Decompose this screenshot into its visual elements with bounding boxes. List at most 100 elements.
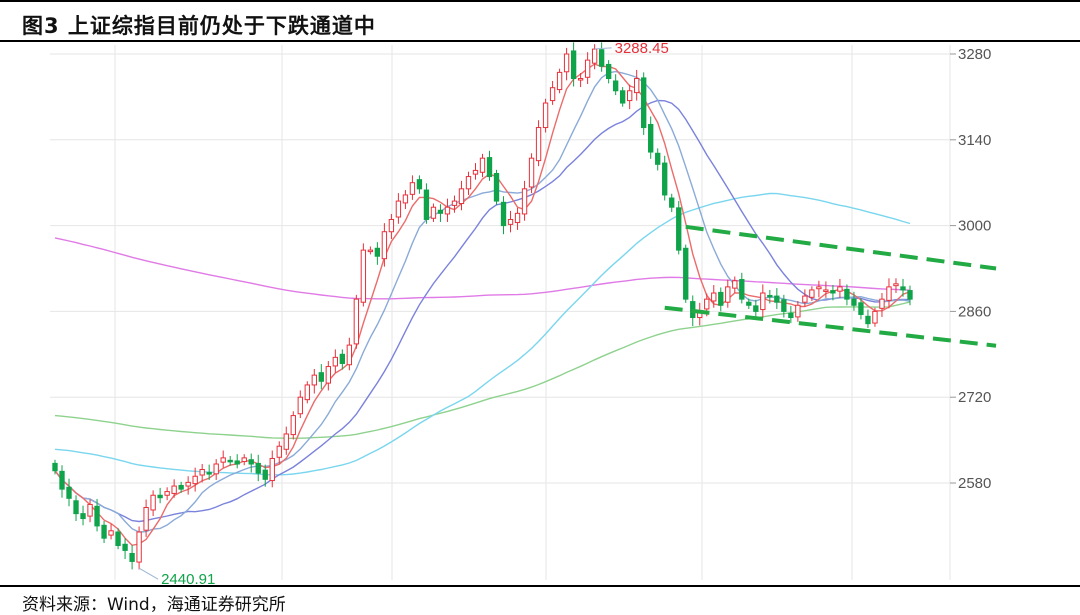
candle-body — [206, 472, 212, 475]
candle — [388, 213, 395, 240]
candle — [549, 80, 556, 105]
candle-body — [311, 374, 317, 386]
candle-body — [570, 50, 577, 80]
candle — [360, 243, 367, 307]
candle-body — [753, 305, 759, 312]
candle — [262, 464, 268, 487]
candle — [816, 280, 822, 298]
candle-body — [500, 201, 507, 227]
candle-body — [360, 249, 367, 303]
candle — [66, 478, 72, 507]
y-tick-label: 2580 — [958, 475, 991, 492]
y-tick-label: 3000 — [958, 218, 991, 235]
candle-body — [865, 315, 871, 325]
candle-body — [711, 292, 717, 302]
candle-body — [619, 90, 626, 104]
candle-body — [178, 484, 184, 490]
candle — [795, 300, 801, 322]
candle-body — [430, 206, 437, 219]
candle — [514, 207, 521, 230]
candle — [241, 454, 247, 466]
candle — [311, 369, 317, 394]
y-tick-label: 2860 — [958, 303, 991, 320]
candle — [605, 60, 612, 84]
candle — [136, 526, 142, 570]
candle — [353, 294, 360, 349]
candle-body — [830, 290, 836, 294]
candle-body — [683, 247, 689, 300]
y-axis: 3280 3140 3000 2860 2720 2580 — [950, 46, 991, 492]
candle — [556, 68, 563, 94]
candle-body — [66, 486, 72, 499]
candle — [584, 52, 591, 85]
candle — [676, 201, 682, 255]
candle — [192, 467, 198, 492]
candle-body — [493, 173, 500, 202]
candle-body — [465, 176, 472, 190]
candle — [290, 411, 296, 440]
candle — [732, 276, 738, 294]
candle — [409, 175, 416, 200]
candle — [837, 278, 843, 298]
candle-body — [535, 127, 542, 162]
candle-body — [634, 78, 640, 94]
candle-body — [255, 462, 261, 474]
candle-body — [374, 247, 381, 257]
candle-body — [444, 206, 451, 215]
candle — [697, 302, 703, 326]
candle — [248, 453, 254, 473]
candle-body — [318, 372, 324, 382]
candle — [662, 155, 668, 201]
candle — [416, 175, 423, 194]
candle-body — [528, 157, 535, 188]
candlestick-chart: 3288.45 2440.91 3280 3140 3000 2860 2720 2580 — [50, 42, 997, 585]
candle-body — [451, 200, 458, 206]
candle — [767, 289, 773, 304]
candle — [528, 153, 535, 194]
candle-body — [781, 299, 787, 312]
candle-body — [514, 212, 521, 224]
candle-body — [774, 295, 780, 303]
candle-body — [241, 457, 247, 463]
candle — [115, 528, 121, 550]
candle-body — [662, 162, 668, 196]
candle-body — [472, 169, 479, 175]
candle — [830, 285, 836, 301]
candle — [648, 116, 654, 159]
candle — [451, 195, 458, 213]
candle-body — [767, 294, 773, 298]
candle-body — [297, 396, 303, 415]
candle-body — [718, 291, 724, 306]
candle — [760, 284, 766, 318]
candle — [535, 120, 542, 167]
candle — [879, 293, 885, 317]
candle — [220, 450, 226, 468]
candle — [619, 87, 626, 107]
candle-body — [739, 279, 745, 300]
candle-body — [157, 494, 163, 499]
candle — [423, 183, 430, 224]
candle-body — [458, 188, 465, 205]
candle-body — [339, 353, 346, 364]
y-tick-label: 3280 — [958, 46, 991, 63]
candle-body — [851, 298, 857, 306]
candle — [781, 294, 787, 318]
candle-body — [185, 481, 191, 487]
candle — [108, 524, 114, 540]
downtrend-channel — [664, 224, 997, 348]
candle — [900, 278, 906, 297]
annotations: 3288.45 2440.91 — [138, 42, 669, 585]
candle — [739, 272, 745, 304]
candle-body — [108, 530, 114, 536]
candle-body — [171, 485, 177, 494]
candle-body — [886, 286, 892, 301]
channel-lower-line — [664, 305, 997, 348]
candle-body — [907, 290, 913, 300]
candle — [283, 426, 289, 455]
candle — [486, 150, 493, 181]
candle — [213, 459, 219, 480]
candle-body — [788, 312, 794, 319]
candle-body — [676, 207, 682, 251]
candle-body — [556, 71, 563, 91]
candle — [150, 490, 156, 517]
